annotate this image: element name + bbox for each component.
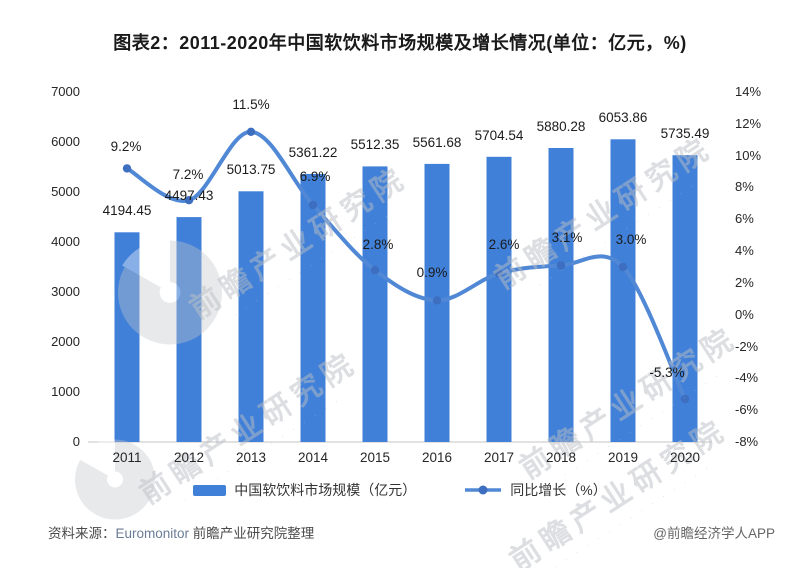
left-axis-tick-label: 4000 [51, 234, 80, 249]
x-axis-category-label: 2014 [297, 450, 329, 465]
left-axis-tick-label: 1000 [51, 384, 80, 399]
x-axis-category-label: 2019 [607, 450, 639, 465]
bar-value-label: 5361.22 [288, 145, 338, 160]
right-axis-tick-label: -2% [735, 339, 759, 354]
growth-value-label: 9.2% [110, 139, 142, 154]
x-axis-category-label: 2018 [545, 450, 577, 465]
right-axis-tick-label: 4% [735, 243, 754, 258]
bar-2011 [114, 232, 140, 442]
bar-value-label: 4497.43 [164, 188, 214, 203]
growth-value-label: 2.6% [488, 237, 520, 252]
growth-line-marker-2013 [246, 127, 256, 136]
right-axis-tick-label: -4% [735, 370, 759, 385]
left-axis-tick-label: 7000 [51, 84, 80, 99]
growth-value-label: 3.1% [551, 230, 583, 245]
source-prefix: 资料来源： [48, 526, 116, 541]
right-axis-tick-label: -8% [735, 434, 759, 449]
bar-2019 [610, 139, 636, 443]
bar-2014 [300, 173, 326, 442]
x-axis-category-label: 2013 [235, 450, 267, 465]
growth-line-marker-2020 [680, 394, 690, 404]
left-axis-tick-label: 6000 [51, 134, 80, 149]
legend-line-marker-icon [465, 485, 502, 495]
bar-2018 [548, 148, 574, 442]
bar-2012 [176, 217, 202, 442]
x-axis-category-label: 2016 [421, 450, 453, 465]
growth-line-marker-2016 [432, 296, 442, 305]
x-axis-category-label: 2015 [359, 450, 391, 465]
x-axis-category-label: 2017 [483, 450, 515, 465]
growth-line [125, 129, 687, 401]
right-axis-tick-label: 12% [735, 116, 762, 131]
x-axis-category-label: 2020 [669, 450, 701, 465]
bar-value-label: 5561.68 [412, 135, 462, 150]
growth-line-marker-2011 [122, 164, 132, 173]
growth-line-marker-2018 [556, 261, 566, 270]
bar-value-label: 5704.54 [474, 128, 524, 143]
legend-bar-swatch-icon [193, 484, 227, 496]
growth-line-marker-2014 [308, 200, 318, 210]
bar-value-label: 5880.28 [536, 119, 586, 134]
bar-2013 [238, 191, 264, 442]
right-axis-tick-label: 14% [735, 84, 762, 99]
bar-value-label: 5512.35 [350, 137, 400, 152]
x-axis-category-label: 2012 [173, 450, 205, 465]
right-axis-tick-label: 0% [735, 307, 754, 322]
growth-line-marker-2015 [370, 266, 380, 275]
right-axis-tick-label: 2% [735, 275, 754, 290]
source-suffix: 前瞻产业研究院整理 [189, 526, 315, 541]
x-axis-category-label: 2011 [112, 450, 142, 465]
chart-title: 图表2：2011-2020年中国软饮料市场规模及增长情况(单位：亿元，%) [113, 33, 687, 53]
bar-value-label: 4194.45 [102, 203, 152, 218]
legend-item-market-size: 中国软饮料市场规模（亿元） [193, 480, 416, 500]
source-note: 资料来源：Euromonitor 前瞻产业研究院整理 [48, 522, 314, 542]
right-axis-tick-label: 6% [735, 211, 754, 226]
growth-line-marker-2017 [494, 269, 504, 278]
right-axis-tick-label: 8% [735, 179, 754, 194]
growth-line-marker-2019 [618, 262, 628, 272]
source-name: Euromonitor [115, 526, 190, 541]
left-axis-tick-label: 0 [72, 434, 80, 449]
growth-value-label: 2.8% [362, 237, 394, 252]
bar-2015 [362, 166, 388, 442]
right-axis-tick-label: 10% [735, 148, 762, 163]
legend-item-growth: 同比增长（%） [464, 480, 607, 500]
bar-value-label: 5735.49 [660, 126, 710, 141]
growth-value-label: -5.3% [649, 365, 685, 380]
left-axis-tick-label: 3000 [51, 284, 80, 299]
growth-value-label: 3.0% [615, 232, 647, 247]
bar-value-label: 6053.86 [598, 110, 648, 125]
app-credit: @前瞻经济学人APP [653, 526, 775, 541]
growth-value-label: 6.9% [299, 169, 331, 184]
legend-label-market-size: 中国软饮料市场规模（亿元） [234, 482, 417, 498]
legend-label-growth: 同比增长（%） [510, 482, 607, 498]
right-axis-tick-label: -6% [735, 402, 759, 417]
left-axis-tick-label: 2000 [51, 334, 80, 349]
bar-2017 [486, 156, 512, 443]
legend: 中国软饮料市场规模（亿元） 同比增长（%） [0, 480, 800, 500]
growth-value-label: 11.5% [232, 97, 270, 112]
left-axis-tick-label: 5000 [51, 184, 80, 199]
growth-line-marker-2012 [184, 196, 194, 205]
growth-value-label: 7.2% [172, 167, 204, 182]
bar-value-label: 5013.75 [226, 162, 276, 177]
growth-value-label: 0.9% [416, 265, 448, 280]
